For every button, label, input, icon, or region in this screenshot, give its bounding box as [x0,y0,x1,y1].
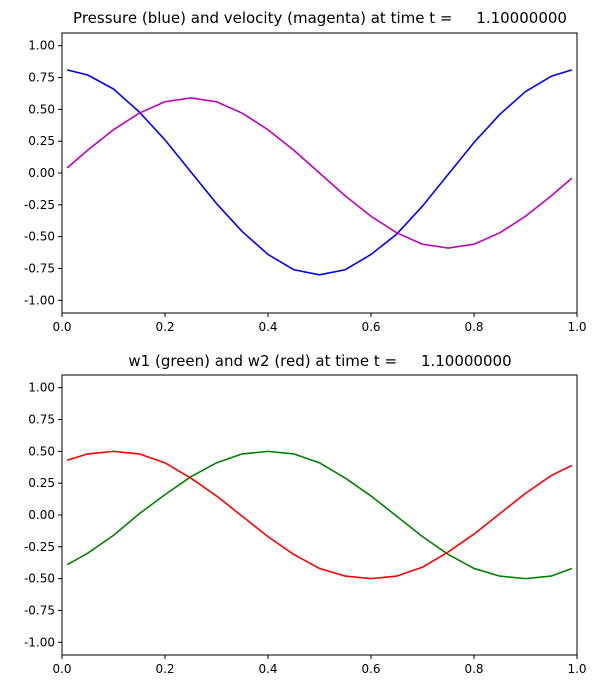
series-line-1 [66,450,573,580]
x-tick-label: 0.8 [464,662,483,676]
x-tick-label: 0.4 [258,662,277,676]
y-tick-label: 0.75 [28,71,55,85]
x-tick-label: 0.6 [361,320,380,334]
chart-title: w1 (green) and w2 (red) at time t = 1.10… [128,352,511,370]
series-line-0 [66,450,573,580]
y-tick-label: -0.75 [24,261,55,275]
chart-title: Pressure (blue) and velocity (magenta) a… [73,9,567,27]
y-tick-label: -0.50 [24,230,55,244]
pressure-velocity-chart: Pressure (blue) and velocity (magenta) a… [24,9,587,334]
y-tick-label: 0.25 [28,476,55,490]
x-tick-label: 0.8 [464,320,483,334]
series-layer [66,450,573,580]
y-tick-label: -0.50 [24,572,55,586]
series-line-1 [66,97,573,249]
y-tick-label: 0.00 [28,508,55,522]
y-tick-label: -0.25 [24,198,55,212]
series-line-0 [66,69,573,276]
y-tick-label: 0.50 [28,444,55,458]
y-axis: -1.00 -0.75 -0.50 -0.25 0.00 0.25 0.50 0.75 1.00 [24,39,62,307]
x-axis: 0.0 0.2 0.4 0.6 0.8 1.0 [52,313,587,334]
x-tick-label: 0.2 [155,662,174,676]
y-tick-label: 0.25 [28,134,55,148]
x-tick-label: 0.2 [155,320,174,334]
x-tick-label: 1.0 [567,662,586,676]
y-tick-label: 1.00 [28,381,55,395]
x-axis: 0.0 0.2 0.4 0.6 0.8 1.0 [52,655,587,676]
x-tick-label: 1.0 [567,320,586,334]
x-tick-label: 0.4 [258,320,277,334]
y-tick-label: -0.75 [24,603,55,617]
y-tick-label: 0.00 [28,166,55,180]
y-tick-label: -1.00 [24,635,55,649]
w1-w2-chart: w1 (green) and w2 (red) at time t = 1.10… [24,352,587,676]
y-tick-label: -1.00 [24,293,55,307]
series-layer [66,69,573,276]
x-tick-label: 0.0 [52,320,71,334]
y-axis: -1.00 -0.75 -0.50 -0.25 0.00 0.25 0.50 0.75 1.00 [24,381,62,649]
x-tick-label: 0.0 [52,662,71,676]
y-tick-label: 0.75 [28,413,55,427]
y-tick-label: -0.25 [24,540,55,554]
y-tick-label: 0.50 [28,102,55,116]
x-tick-label: 0.6 [361,662,380,676]
y-tick-label: 1.00 [28,39,55,53]
